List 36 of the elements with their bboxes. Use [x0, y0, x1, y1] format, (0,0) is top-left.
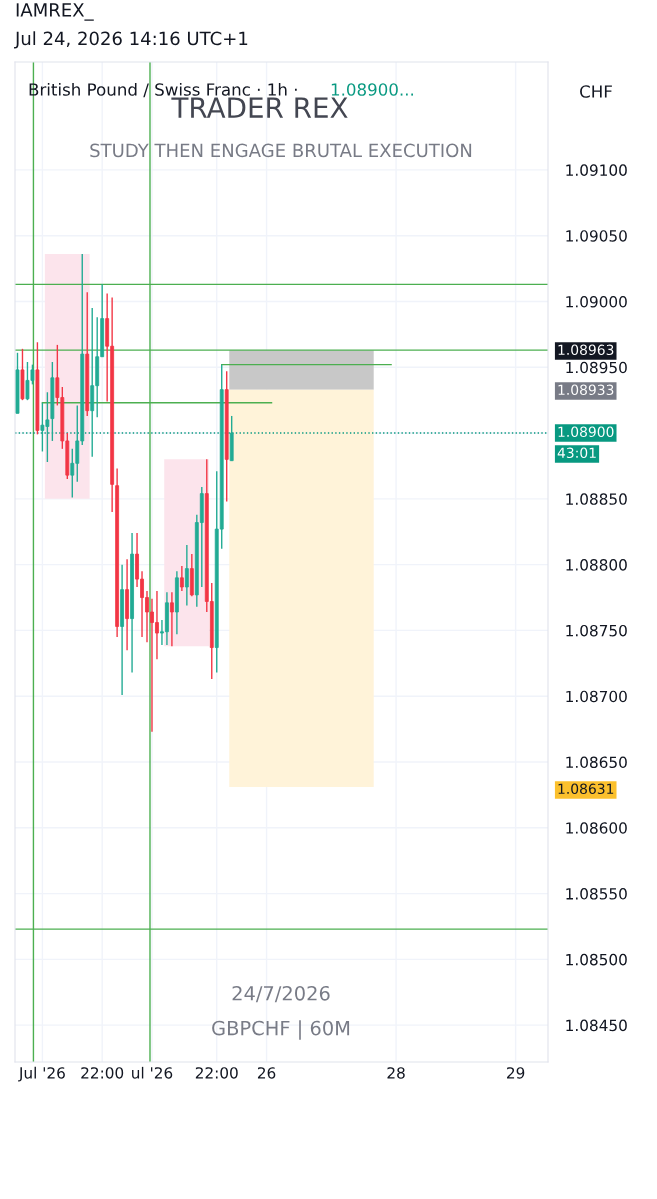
text: 43:01 [557, 447, 596, 459]
y-tick-label: 1.09100 [566, 164, 627, 176]
x-tick-label: 22:00 [81, 1067, 124, 1079]
x-tick-label: 22:00 [195, 1067, 238, 1079]
candlestick [179, 565, 184, 592]
x-tick-label: 29 [507, 1067, 525, 1079]
y-tick-label: 1.08800 [566, 559, 627, 571]
x-tick-label: ul '26 [132, 1066, 173, 1079]
text: 1.08963 [558, 344, 614, 356]
candlestick [184, 544, 189, 607]
text: Jul 24, 2026 14:16 UTC+1 [14, 31, 248, 49]
text: CHF [580, 85, 612, 98]
y-tick-label: 1.08600 [566, 822, 627, 834]
text: IAMREX_ [16, 3, 94, 21]
text: 1.08900 [558, 426, 614, 438]
y-tick-label: 1.08950 [566, 361, 627, 374]
y-tick-label: 1.08500 [566, 953, 627, 966]
annotation: GBPCHF | 60M [212, 1020, 350, 1040]
y-tick-label: 1.08650 [566, 756, 627, 769]
annotation: STUDY THEN ENGAGE BRUTAL EXECUTION [90, 143, 472, 158]
y-tick-label: 1.08700 [566, 690, 627, 703]
x-tick-label: 26 [257, 1067, 276, 1079]
y-tick-label: 1.09000 [566, 295, 627, 308]
text: 1.08631 [558, 783, 614, 795]
annotation: TRADER REX [171, 97, 348, 118]
text: 1.08933 [558, 384, 614, 396]
y-tick-label: 1.08550 [566, 888, 627, 900]
y-tick-label: 1.08450 [566, 1019, 627, 1032]
candlestick [170, 591, 174, 647]
y-tick-label: 1.09050 [566, 230, 627, 242]
x-tick-label: Jul '26 [18, 1066, 65, 1082]
y-tick-label: 1.08750 [566, 624, 627, 637]
x-tick-label: 28 [387, 1067, 405, 1079]
y-tick-label: 1.08850 [566, 493, 627, 505]
annotation: 24/7/2026 [232, 985, 330, 1003]
text: 1.08900... [331, 83, 414, 96]
